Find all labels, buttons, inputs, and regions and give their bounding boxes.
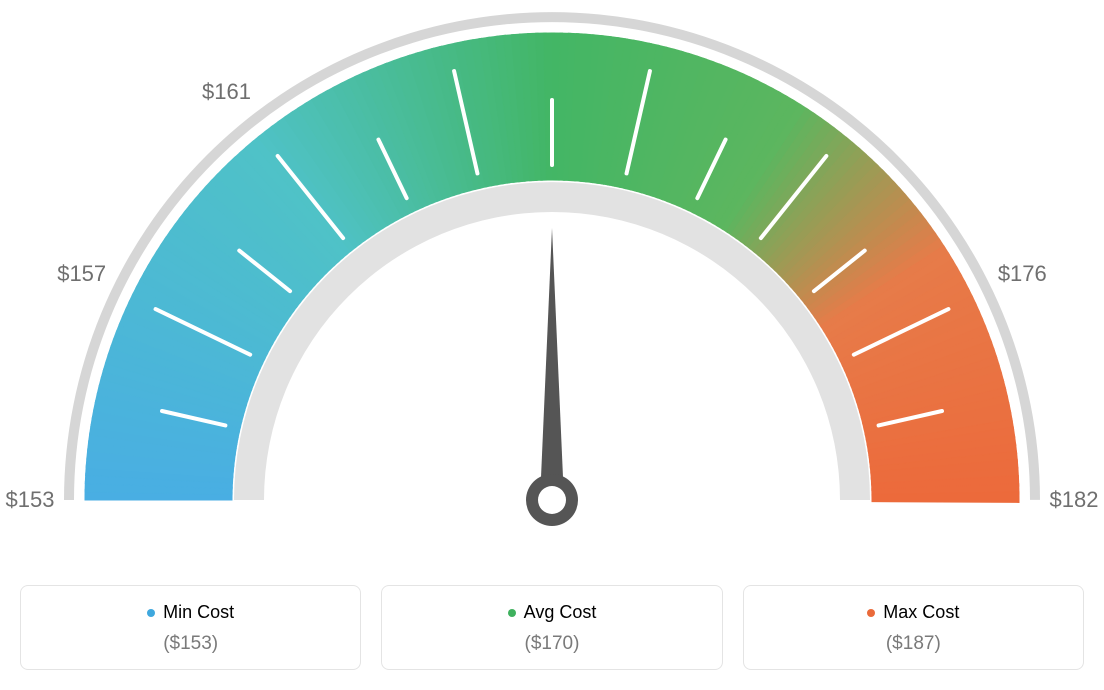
tick-label: $161 [202, 79, 251, 105]
legend-row: Min Cost ($153) Avg Cost ($170) Max Cost… [20, 585, 1084, 670]
cost-gauge: $153 $157 $161 $170 $176 $182 [0, 0, 1104, 575]
gauge-svg [0, 0, 1104, 575]
legend-label-max: Max Cost [883, 602, 959, 623]
legend-label-min: Min Cost [163, 602, 234, 623]
dot-icon-min [147, 609, 155, 617]
needle [540, 228, 564, 500]
tick-label: $157 [57, 261, 106, 287]
legend-value-avg: ($170) [392, 633, 711, 655]
legend-card-avg: Avg Cost ($170) [381, 585, 722, 670]
dot-icon-avg [508, 609, 516, 617]
legend-label-avg: Avg Cost [524, 602, 597, 623]
tick-label: $153 [6, 487, 55, 513]
legend-value-max: ($187) [754, 633, 1073, 655]
legend-title-avg: Avg Cost [508, 602, 597, 623]
legend-card-min: Min Cost ($153) [20, 585, 361, 670]
legend-title-min: Min Cost [147, 602, 234, 623]
needle-pivot-inner [538, 486, 566, 514]
legend-value-min: ($153) [31, 633, 350, 655]
legend-title-max: Max Cost [867, 602, 959, 623]
tick-label: $170 [644, 0, 693, 4]
legend-card-max: Max Cost ($187) [743, 585, 1084, 670]
tick-label: $176 [998, 261, 1047, 287]
dot-icon-max [867, 609, 875, 617]
tick-label: $182 [1050, 487, 1099, 513]
